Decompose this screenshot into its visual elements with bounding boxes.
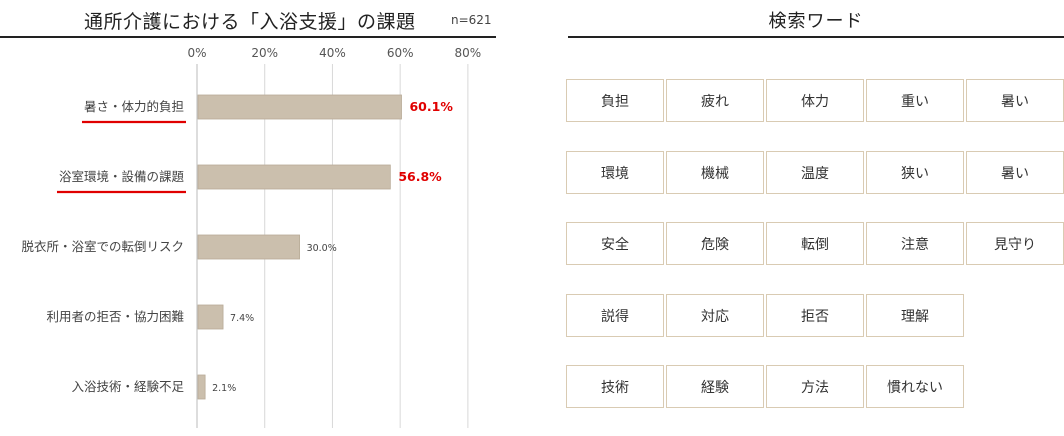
keyword-box: 慣れない: [866, 365, 964, 408]
keyword-box: 技術: [566, 365, 664, 408]
keyword-row: 負担 疲れ 体力 重い 暑い: [566, 79, 1064, 122]
category-label: 暑さ・体力的負担: [84, 99, 184, 114]
keyword-box: 疲れ: [666, 79, 764, 122]
keyword-box: 暑い: [966, 151, 1064, 194]
bar: [197, 234, 300, 260]
sample-size-note: n=621: [451, 13, 492, 27]
category-label: 脱衣所・浴室での転倒リスク: [21, 239, 184, 254]
keyword-box: 説得: [566, 294, 664, 337]
bar: [197, 94, 402, 120]
keyword-row: 環境 機械 温度 狭い 暑い: [566, 151, 1064, 194]
keyword-box: 理解: [866, 294, 964, 337]
keyword-box: 機械: [666, 151, 764, 194]
x-tick-label: 60%: [387, 46, 414, 60]
keywords-title: 検索ワード: [768, 11, 864, 32]
bar-chart: 0% 20% 40% 60% 80% 暑さ・体力的負担 60.1% 浴室環境・設備の課題 56.…: [21, 46, 482, 428]
value-label: 60.1%: [409, 99, 453, 114]
bar: [197, 304, 224, 330]
keyword-box: 狭い: [866, 151, 964, 194]
keyword-box: 対応: [666, 294, 764, 337]
category-label: 利用者の拒否・協力困難: [46, 309, 184, 324]
value-label: 2.1%: [212, 383, 236, 394]
keyword-row: 安全 危険 転倒 注意 見守り: [566, 222, 1064, 265]
value-label: 7.4%: [230, 313, 254, 324]
keyword-box: 転倒: [766, 222, 864, 265]
x-tick-label: 20%: [251, 46, 278, 60]
keyword-box: 危険: [666, 222, 764, 265]
keyword-box: 重い: [866, 79, 964, 122]
keyword-box: 暑い: [966, 79, 1064, 122]
chart-title: 通所介護における「入浴支援」の課題: [84, 11, 416, 33]
keyword-box: 見守り: [966, 222, 1064, 265]
keyword-box: 温度: [766, 151, 864, 194]
keyword-box: 体力: [766, 79, 864, 122]
value-label: 30.0%: [307, 243, 337, 254]
keyword-box: 負担: [566, 79, 664, 122]
keyword-box: 注意: [866, 222, 964, 265]
keyword-box: 環境: [566, 151, 664, 194]
bar: [197, 374, 206, 400]
chart-title-rule: [0, 36, 496, 38]
keyword-box: 方法: [766, 365, 864, 408]
keyword-row: 説得 対応 拒否 理解: [566, 294, 964, 337]
category-label: 浴室環境・設備の課題: [59, 169, 185, 184]
category-label: 入浴技術・経験不足: [71, 379, 184, 394]
x-tick-label: 40%: [319, 46, 346, 60]
x-tick-label: 0%: [187, 46, 206, 60]
value-label: 56.8%: [398, 169, 442, 184]
x-tick-label: 80%: [455, 46, 482, 60]
keyword-row: 技術 経験 方法 慣れない: [566, 365, 964, 408]
bar: [197, 164, 391, 190]
keyword-box: 安全: [566, 222, 664, 265]
keyword-box: 経験: [666, 365, 764, 408]
keywords-title-rule: [568, 36, 1064, 38]
keyword-box: 拒否: [766, 294, 864, 337]
